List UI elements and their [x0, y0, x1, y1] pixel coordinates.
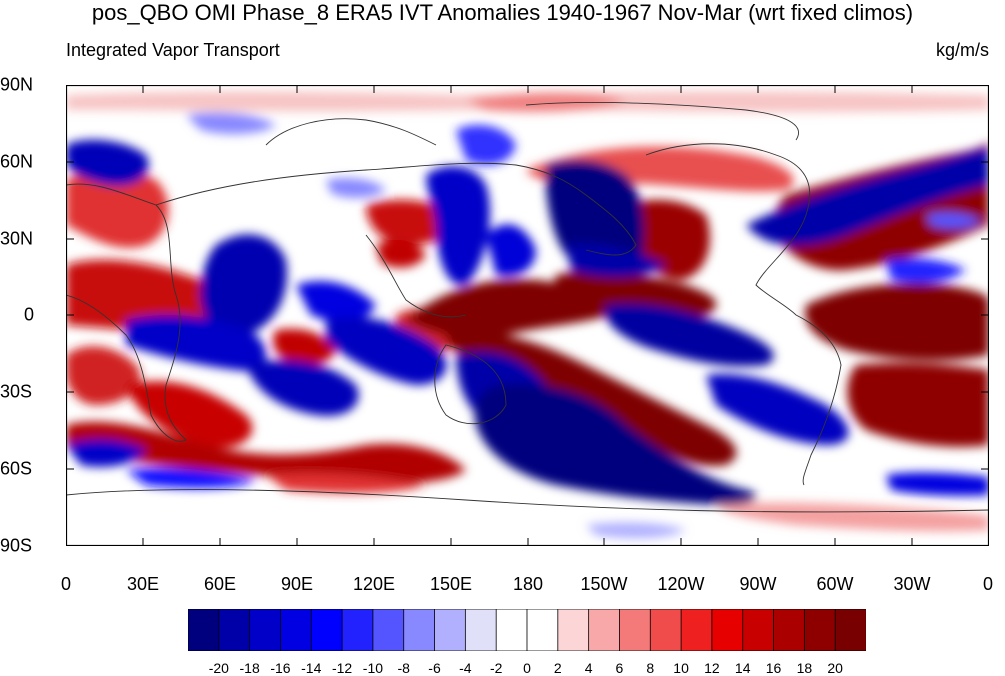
colorbar-tick-label: -18 — [239, 660, 260, 676]
colorbar-tick-label: -20 — [208, 660, 229, 676]
colorbar-swatch — [403, 609, 436, 651]
variable-label: Integrated Vapor Transport — [66, 40, 280, 60]
x-tick-label: 120W — [657, 574, 705, 594]
colorbar-swatch — [280, 609, 312, 651]
chart-title: pos_QBO OMI Phase_8 ERA5 IVT Anomalies 1… — [91, 0, 914, 25]
anomaly-map — [66, 85, 989, 546]
y-tick-label: 90S — [0, 535, 33, 556]
colorbar-swatch — [434, 609, 467, 651]
x-tick-label: 60W — [816, 574, 854, 594]
colorbar-tick-label: 16 — [765, 660, 782, 676]
axis-ticks — [66, 85, 989, 546]
x-tick-label: 120E — [352, 574, 396, 594]
y-tick-label: 60S — [0, 458, 33, 479]
y-tick-label: 60N — [0, 151, 34, 172]
colorbar-swatch — [310, 609, 343, 651]
colorbar-tick-label: 20 — [827, 660, 843, 676]
colorbar-swatch — [557, 609, 590, 651]
colorbar-tick-label: 8 — [646, 660, 655, 676]
y-tick-label: 30S — [0, 381, 33, 402]
colorbar-tick-label: 4 — [584, 660, 593, 676]
x-tick-label: 30E — [126, 574, 160, 594]
colorbar-tick-label: 10 — [673, 660, 689, 676]
colorbar-swatch — [218, 609, 251, 651]
colorbar-tick-label: 12 — [704, 660, 720, 676]
colorbar-swatch — [495, 609, 528, 651]
x-tick-label: 30W — [893, 574, 931, 594]
y-tick-label: 0 — [24, 304, 35, 325]
anomaly-field — [66, 91, 989, 539]
colorbar-tick-label: -10 — [362, 660, 384, 676]
colorbar-tick-label: -8 — [397, 660, 410, 676]
colorbar-swatch — [188, 609, 220, 651]
x-tick-label: 90E — [280, 574, 314, 594]
colorbar-tick-label: 6 — [615, 660, 624, 676]
colorbar-tick-label: 18 — [796, 660, 813, 676]
x-tick-label: 60E — [203, 574, 237, 594]
x-tick-label: 150E — [429, 574, 473, 594]
y-tick-label: 90N — [0, 74, 34, 95]
y-tick-label: 30N — [0, 228, 34, 249]
colorbar-tick-label: -12 — [331, 660, 353, 676]
colorbar-tick-label: -16 — [270, 660, 291, 676]
map-svg — [66, 85, 989, 546]
colorbar-swatch — [372, 609, 405, 651]
units-label: kg/m/s — [935, 40, 989, 60]
negative-anomaly-regions — [66, 112, 989, 539]
colorbar-swatch — [680, 609, 713, 651]
colorbar-swatch — [526, 609, 559, 651]
colorbar-swatch — [249, 609, 282, 651]
colorbar-swatch — [619, 609, 651, 651]
x-tick-label: 180 — [512, 574, 544, 594]
colorbar-swatch — [649, 609, 682, 651]
x-tick-label: 150W — [580, 574, 628, 594]
colorbar-swatch — [341, 609, 374, 651]
colorbar-swatch — [711, 609, 744, 651]
colorbar-tick-label: -4 — [459, 660, 472, 676]
colorbar-tick-label: 14 — [734, 660, 751, 676]
colorbar-tick-label: -14 — [301, 660, 322, 676]
colorbar-swatch — [588, 609, 621, 651]
colorbar-tick-label: 2 — [553, 660, 562, 676]
colorbar-swatch — [803, 609, 836, 651]
colorbar-swatch — [773, 609, 806, 651]
colorbar-swatch — [834, 609, 866, 651]
x-tick-label: 0 — [60, 574, 72, 594]
colorbar-tick-label: 0 — [523, 660, 531, 676]
colorbar-tick-label: -6 — [428, 660, 441, 676]
colorbar-swatch — [464, 609, 497, 651]
colorbar — [188, 609, 866, 651]
x-tick-label: 0 — [982, 574, 994, 594]
colorbar-tick-label: -2 — [489, 660, 503, 676]
colorbar-swatch — [742, 609, 775, 651]
coastlines — [66, 102, 989, 513]
x-tick-label: 90W — [739, 574, 777, 594]
